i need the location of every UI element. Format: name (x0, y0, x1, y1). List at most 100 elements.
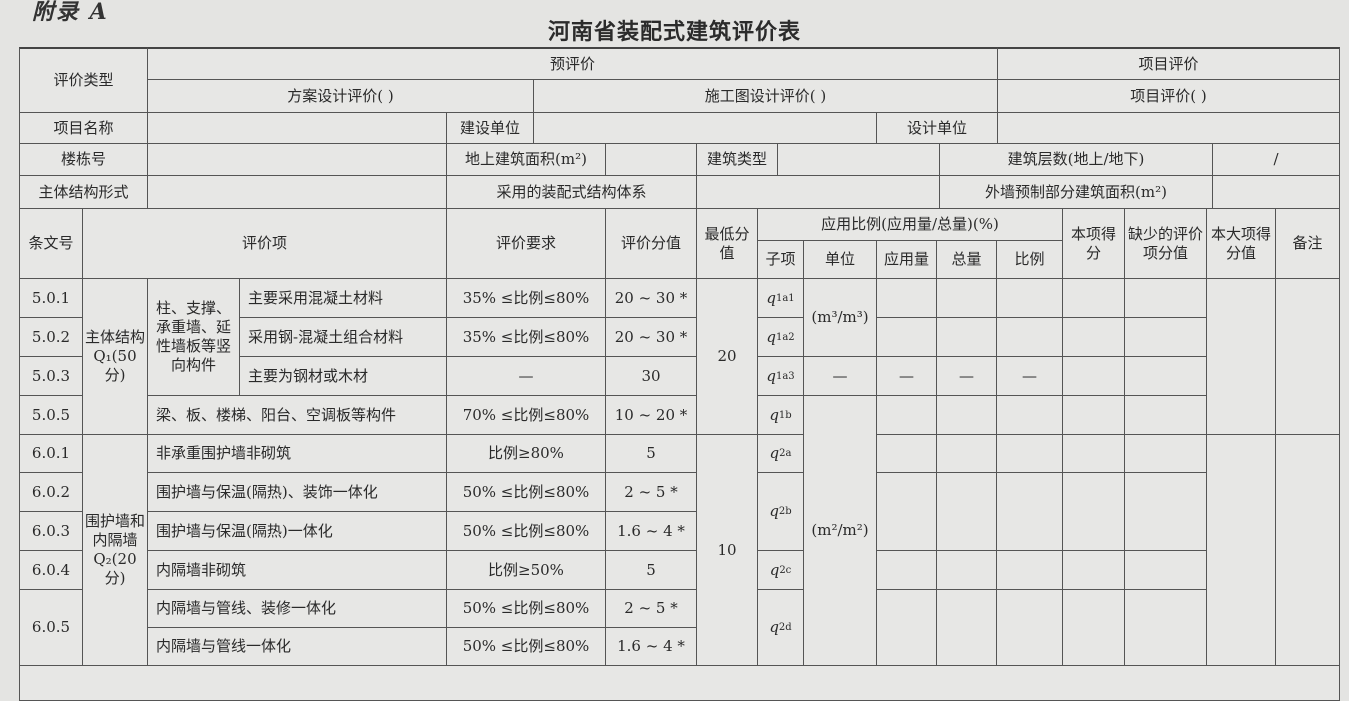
clause-cell: 5.0.3 (19, 356, 83, 396)
subitem-subscript: 1a1 (775, 292, 795, 304)
prefab-system-value (696, 175, 940, 209)
item-cell: 非承重围护墙非砌筑 (147, 434, 447, 473)
ratio-cell (996, 434, 1063, 473)
ratio-cell (996, 550, 1063, 590)
subitem-subscript: 2b (778, 506, 792, 517)
missing-score-cell (1124, 472, 1207, 551)
item-cell: 内隔墙与管线一体化 (147, 627, 447, 666)
unit-area: (m²/m²) (803, 395, 877, 666)
group-main-structure: 主体结构Q₁(50分) (82, 278, 148, 435)
total-cell: — (936, 356, 997, 396)
item-score-cell (1062, 278, 1125, 318)
floors-value: / (1212, 143, 1340, 176)
item-cell: 梁、板、楼梯、阳台、空调板等构件 (147, 395, 447, 435)
subitem-symbol: q (766, 327, 776, 346)
applied-cell (876, 589, 937, 666)
col-unit: 单位 (803, 240, 877, 279)
score-cell: 30 (605, 356, 697, 396)
requirement-cell: 比例≥50% (446, 550, 606, 590)
col-clause: 条文号 (19, 208, 83, 279)
scheme-design-option: 方案设计评价( ) (147, 79, 534, 113)
building-no-value (147, 143, 447, 176)
remarks-main (1275, 278, 1340, 435)
subitem-cell: q 1a3 (757, 356, 804, 396)
requirement-cell: — (446, 356, 606, 396)
building-type-label: 建筑类型 (696, 143, 778, 176)
subitem-subscript: 1a2 (775, 331, 795, 343)
subitem-symbol: q (766, 288, 776, 307)
applied-cell (876, 550, 937, 590)
applied-cell (876, 317, 937, 357)
ratio-cell: — (996, 356, 1063, 396)
missing-score-cell (1124, 434, 1207, 473)
subitem-cell: q 2d (757, 589, 804, 666)
total-cell (936, 472, 997, 551)
min-score-main: 20 (696, 278, 758, 435)
score-cell: 5 (605, 434, 697, 473)
evaluation-table: 评价类型 预评价 项目评价 方案设计评价( ) 施工图设计评价( ) 项目评价( ) 项目名… (19, 47, 1340, 701)
item-cell: 采用钢-混凝土组合材料 (239, 317, 447, 357)
col-missing: 缺少的评价项分值 (1124, 208, 1207, 279)
building-no-label: 楼栋号 (19, 143, 148, 176)
col-item-score: 本项得分 (1062, 208, 1125, 279)
subitem-subscript: 2d (778, 622, 792, 633)
applied-cell (876, 472, 937, 551)
subitem-symbol: q (766, 366, 776, 385)
vertical-members: 柱、支撑、承重墙、延性墙板等竖向构件 (147, 278, 240, 396)
item-score-cell (1062, 356, 1125, 396)
clause-cell: 5.0.5 (19, 395, 83, 435)
builder-label: 建设单位 (446, 112, 534, 144)
unit-volume: (m³/m³) (803, 278, 877, 357)
item-cell: 内隔墙与管线、装修一体化 (147, 589, 447, 628)
subitem-symbol: q (769, 502, 779, 520)
col-requirement: 评价要求 (446, 208, 606, 279)
requirement-cell: 比例≥80% (446, 434, 606, 473)
clause-cell: 5.0.2 (19, 317, 83, 357)
score-cell: 20 ~ 30 * (605, 278, 697, 318)
project-name-label: 项目名称 (19, 112, 148, 144)
col-applied: 应用量 (876, 240, 937, 279)
item-score-cell (1062, 317, 1125, 357)
col-ratio-value: 比例 (996, 240, 1063, 279)
group-walls: 围护墙和内隔墙Q₂(20分) (82, 434, 148, 666)
requirement-cell: 50% ≤比例≤80% (446, 627, 606, 666)
remarks-walls (1275, 434, 1340, 666)
eval-type-label: 评价类型 (19, 47, 148, 113)
missing-score-cell (1124, 550, 1207, 590)
clause-cell: 6.0.2 (19, 472, 83, 512)
requirement-cell: 50% ≤比例≤80% (446, 472, 606, 512)
subitem-cell: q 1a2 (757, 317, 804, 357)
col-remarks: 备注 (1275, 208, 1340, 279)
requirement-cell: 70% ≤比例≤80% (446, 395, 606, 435)
ratio-cell (996, 317, 1063, 357)
pre-eval-header: 预评价 (147, 47, 998, 80)
category-score-walls (1206, 434, 1276, 666)
score-cell: 2 ~ 5 * (605, 472, 697, 512)
ratio-cell (996, 472, 1063, 551)
subitem-cell: q 2b (757, 472, 804, 551)
appendix-label: 附录 A (32, 0, 109, 25)
exterior-wall-area-value (1212, 175, 1340, 209)
subitem-cell: q 1b (757, 395, 804, 435)
total-cell (936, 395, 997, 435)
item-score-cell (1062, 589, 1125, 666)
item-score-cell (1062, 550, 1125, 590)
exterior-wall-area-label: 外墙预制部分建筑面积(m²) (939, 175, 1213, 209)
total-cell (936, 278, 997, 318)
total-cell (936, 550, 997, 590)
subitem-cell: q 2c (757, 550, 804, 590)
clause-cell: 6.0.1 (19, 434, 83, 473)
missing-score-cell (1124, 589, 1207, 666)
missing-score-cell (1124, 317, 1207, 357)
score-cell: 5 (605, 550, 697, 590)
item-score-cell (1062, 434, 1125, 473)
builder-value (533, 112, 877, 144)
subitem-subscript: 1b (778, 409, 792, 421)
item-cell: 主要采用混凝土材料 (239, 278, 447, 318)
item-score-cell (1062, 395, 1125, 435)
structure-form-value (147, 175, 447, 209)
ratio-cell (996, 278, 1063, 318)
subitem-symbol: q (769, 560, 780, 579)
subitem-subscript: 2c (779, 564, 792, 576)
project-eval-option: 项目评价( ) (997, 79, 1340, 113)
